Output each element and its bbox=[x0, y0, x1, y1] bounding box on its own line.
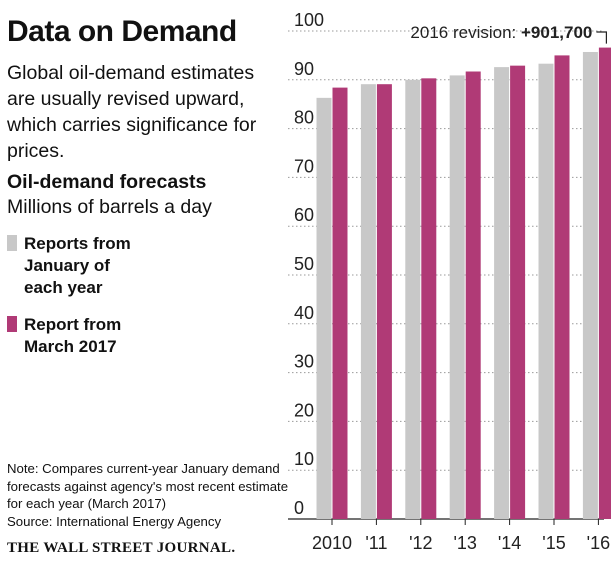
bar bbox=[510, 65, 526, 519]
chart-title: Oil-demand forecasts bbox=[7, 171, 207, 193]
bar bbox=[598, 47, 611, 519]
y-tick-label: 30 bbox=[294, 352, 314, 372]
bar bbox=[316, 97, 332, 519]
bar bbox=[405, 79, 421, 520]
legend-label-january: Reports from January of each year bbox=[24, 234, 131, 297]
y-tick-label: 50 bbox=[294, 254, 314, 274]
bar bbox=[332, 87, 348, 519]
y-tick-label: 40 bbox=[294, 303, 314, 323]
legend-swatch-january bbox=[7, 235, 17, 251]
x-tick-label: '16 bbox=[587, 533, 610, 553]
annotation-label: 2016 revision: +901,700 bbox=[410, 23, 592, 42]
annotation-prefix: 2016 revision: bbox=[410, 23, 521, 42]
publisher-credit: THE WALL STREET JOURNAL. bbox=[7, 540, 236, 556]
legend-swatch-march bbox=[7, 316, 17, 332]
bar bbox=[554, 55, 570, 520]
bar bbox=[465, 71, 481, 519]
y-tick-label: 20 bbox=[294, 400, 314, 420]
x-tick-label: 2010 bbox=[312, 533, 352, 553]
chart-units: Millions of barrels a day bbox=[7, 196, 212, 218]
y-tick-label: 90 bbox=[294, 59, 314, 79]
y-tick-label: 100 bbox=[294, 10, 324, 30]
bar bbox=[421, 78, 437, 519]
annotation-value: +901,700 bbox=[521, 23, 592, 42]
bar bbox=[376, 84, 392, 519]
page-subtitle: Global oil-demand estimates are usually … bbox=[7, 62, 257, 162]
y-tick-label: 10 bbox=[294, 449, 314, 469]
x-tick-label: '12 bbox=[409, 533, 432, 553]
bar bbox=[582, 51, 598, 519]
x-tick-label: '11 bbox=[365, 533, 387, 553]
y-tick-label: 70 bbox=[294, 156, 314, 176]
x-tick-label: '14 bbox=[498, 533, 521, 553]
y-tick-label: 0 bbox=[294, 498, 304, 518]
page-title: Data on Demand bbox=[7, 15, 237, 48]
chart-source: Source: International Energy Agency bbox=[7, 514, 222, 529]
legend-item-january: Reports from January of each year bbox=[7, 233, 144, 299]
y-tick-label: 60 bbox=[294, 205, 314, 225]
bar bbox=[538, 63, 554, 520]
bar bbox=[494, 67, 510, 519]
chart-note: Note: Compares current-year January dema… bbox=[7, 461, 289, 511]
legend-label-march: Report from March 2017 bbox=[24, 315, 122, 356]
y-tick-label: 80 bbox=[294, 108, 314, 128]
legend-item-march: Report from March 2017 bbox=[7, 314, 144, 358]
x-tick-label: '15 bbox=[542, 533, 565, 553]
bar bbox=[449, 75, 465, 520]
bar bbox=[360, 84, 376, 519]
annotation-leader-line bbox=[596, 31, 608, 44]
x-tick-label: '13 bbox=[453, 533, 476, 553]
